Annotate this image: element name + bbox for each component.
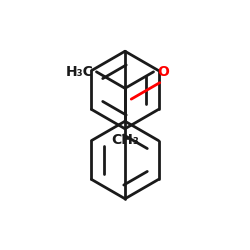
Text: H₃C: H₃C xyxy=(66,65,94,79)
Text: O: O xyxy=(157,65,169,79)
Text: CH₃: CH₃ xyxy=(111,133,139,147)
